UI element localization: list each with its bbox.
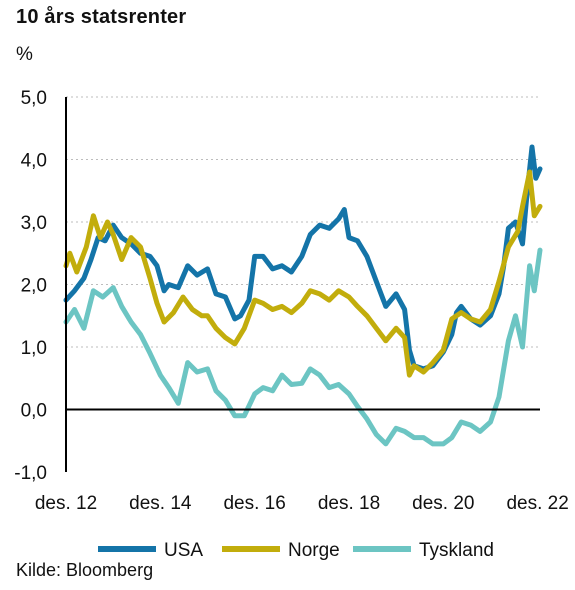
y-tick-label: 5,0 [21,88,47,109]
y-tick-label: 4,0 [21,151,47,172]
gridlines [66,96,540,348]
y-tick-label: 3,0 [21,213,47,234]
series-line-norge [63,169,543,378]
series-line-tyskland [63,247,543,447]
legend-label-usa: USA [164,540,203,561]
legend: USA Norge Tyskland [98,540,494,561]
x-tick-label: des. 18 [318,493,380,514]
y-tick-label: 1,0 [21,338,47,359]
axes [65,97,540,472]
legend-label-tyskland: Tyskland [419,540,494,561]
y-tick-labels: -1,0 0,0 1,0 2,0 3,0 4,0 5,0 [14,88,47,484]
source-note: Kilde: Bloomberg [16,560,154,580]
x-tick-label: des. 12 [35,493,97,514]
chart-title: 10 års statsrenter [16,6,187,28]
series-lines [63,144,543,447]
y-tick-label: 2,0 [21,276,47,297]
x-tick-label: des. 14 [129,493,192,514]
series-line-usa [63,144,543,372]
y-axis-unit-label: % [16,44,33,65]
x-tick-labels: des. 12 des. 14 des. 16 des. 18 des. 20 des. … [35,493,569,514]
y-tick-label: 0,0 [21,401,47,422]
y-tick-label: -1,0 [14,463,47,484]
legend-label-norge: Norge [288,540,340,561]
x-tick-label: des. 22 [506,493,568,514]
x-tick-label: des. 20 [412,493,474,514]
x-tick-label: des. 16 [223,493,285,514]
